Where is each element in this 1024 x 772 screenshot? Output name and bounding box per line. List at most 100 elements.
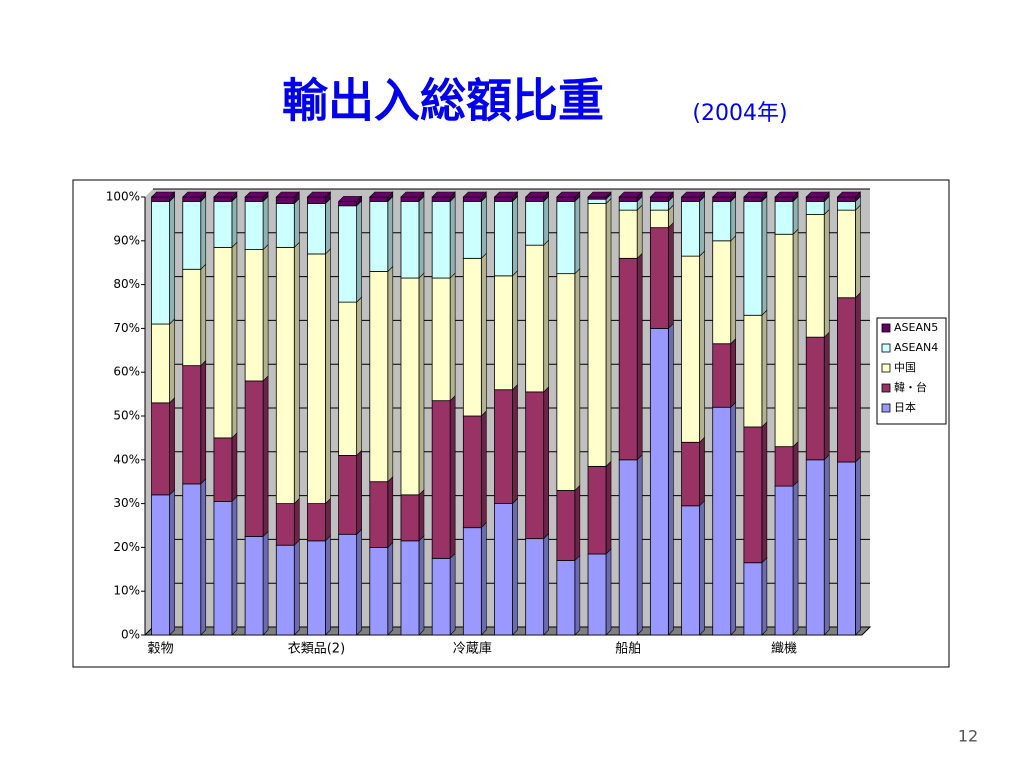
bar-top [587,191,612,198]
bar-side [761,195,768,316]
bar-segment [681,505,700,636]
bar-segment [275,503,295,546]
bar-segment [805,459,825,636]
bar-side [605,548,612,636]
bar-side [792,228,799,448]
bar-segment [275,544,295,636]
bar-side [293,197,300,249]
bar-segment [837,200,856,211]
bar-side [823,208,830,338]
bar-top [244,191,269,198]
bar-side [418,195,425,279]
bar-side [761,557,768,636]
bar-side [325,535,331,636]
bar-segment [182,268,202,367]
subtitle: (2004年) [692,101,787,126]
bar-segment [774,446,794,487]
bar-side [449,552,456,636]
bar-segment [182,483,202,636]
bar-segment [244,196,264,202]
bar-segment [837,461,856,636]
bar-segment [182,196,202,202]
bar-top [774,191,799,198]
bar-side [169,195,175,325]
bar-segment [525,196,545,202]
y-tick-label: 80% [113,277,140,291]
bar-side [543,239,549,393]
bar-top [306,191,332,198]
y-tick-label: 50% [113,409,140,423]
bar-segment [275,246,295,505]
bar-segment [307,196,326,204]
bar-side [574,195,581,275]
bar-segment [525,391,545,540]
bar-segment [462,196,482,202]
bar-segment [805,200,825,215]
bar-side [231,495,238,636]
bar-top [618,191,643,198]
bar-side [262,195,269,251]
bar-segment [587,196,607,200]
bar-segment [307,253,326,505]
bar-side [293,241,300,505]
legend-label: ASEAN4 [894,341,938,354]
bar-segment [151,494,170,636]
bar-segment [182,200,202,270]
bar-side [543,195,549,246]
bar-segment [400,540,420,636]
bar-top [182,191,207,198]
bar-side [293,539,300,636]
bar-side [169,318,175,404]
bar-segment [525,200,545,246]
legend-swatch [881,403,891,413]
bar-segment [649,227,669,329]
bar-side [449,394,456,560]
x-tick-label: 穀物 [148,642,174,657]
bar-segment [743,562,763,636]
legend-swatch [881,323,891,333]
bar-side [449,195,456,279]
bar-side [231,432,238,503]
bar-side [855,456,861,636]
bar-side [730,401,737,636]
bar-segment [494,196,513,202]
bar-side [200,263,207,367]
bar-segment [400,277,420,496]
bar-side [605,460,612,555]
bar-side [169,397,175,496]
bar-segment [649,200,669,211]
bar-side [169,489,175,636]
bar-segment [805,196,825,202]
bar-segment [213,437,233,502]
bar-segment [462,257,482,417]
bar-side [325,497,331,542]
bar-side [481,195,487,260]
bar-side [200,359,207,485]
bar-segment [587,198,607,204]
bar-side [262,375,269,538]
bar-segment [307,540,326,636]
bar-segment [400,196,420,202]
bar-side [512,497,518,636]
bar-side [823,454,830,636]
bar-segment [275,196,295,204]
bar-segment [338,301,358,456]
bar-segment [182,365,202,485]
legend-label: 韓・台 [894,380,927,394]
bar-segment [275,203,295,248]
bar-top [805,191,830,198]
bar-side [855,292,861,463]
bar-top [275,191,301,198]
bar-side [387,195,394,273]
bar-segment [400,200,420,279]
bar-segment [431,277,451,402]
y-tick-label: 0% [121,628,140,642]
bar-top [711,191,737,198]
bar-side [293,497,300,546]
bar-segment [338,455,358,535]
bar-segment [805,214,825,338]
bar-segment [494,200,513,277]
legend-label: ASEAN5 [894,321,938,334]
bar-segment [431,196,451,202]
bar-side [418,535,425,636]
